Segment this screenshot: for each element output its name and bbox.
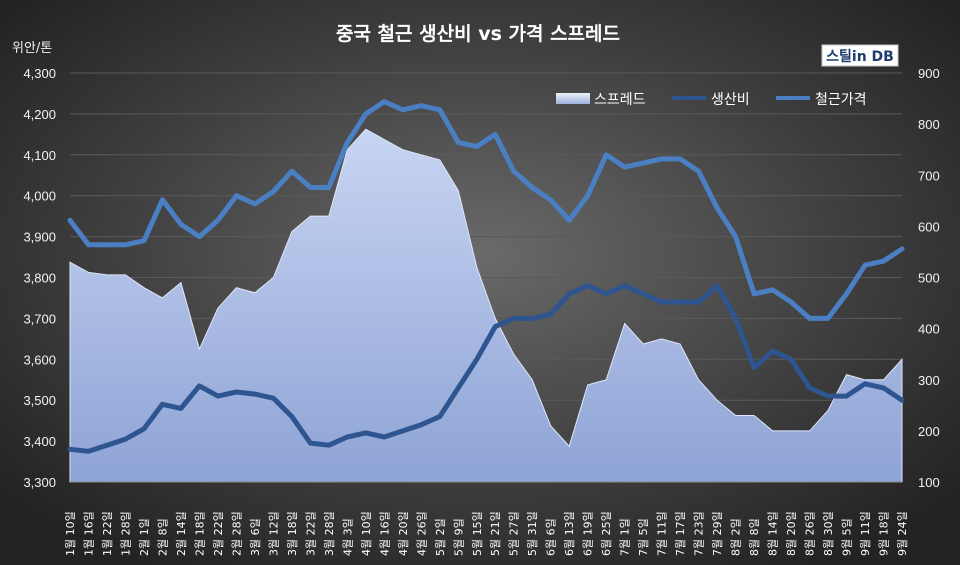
x-tick-label: 8월 20일 [784,511,798,556]
legend-swatch-spread [556,93,590,104]
line-series [67,99,905,454]
x-tick-label: 4월 16일 [377,511,391,556]
y-left-tick-label: 3,800 [23,271,56,286]
x-tick-label: 7월 29일 [710,511,724,556]
y-left-tick-label: 3,900 [23,230,56,245]
legend: 스프레드 생산비 철근가격 [556,92,867,108]
x-tick-label: 5월 9일 [451,518,465,556]
x-axis: 1월 10일 1월 16일 1월 22일 1월 28일 2월 1일 2월 8일 2월 14일… [63,481,909,556]
x-tick-label: 8월 2일 [729,518,743,556]
x-tick-label: 5월 27일 [507,511,521,556]
y-left-tick-label: 3,600 [23,352,56,367]
x-tick-label: 2월 28일 [229,511,243,556]
x-tick-label: 2월 8일 [155,518,169,556]
series-line-cost [67,283,905,454]
x-tick-label: 6월 6일 [544,518,558,556]
x-tick-label: 8월 26일 [803,511,817,556]
legend-label-cost: 생산비 [711,92,750,108]
x-tick-label: 9월 18일 [877,511,891,556]
y-left-unit: 위안/톤 [12,41,52,56]
x-tick-label: 6월 13일 [562,511,576,556]
x-tick-label: 8월 30일 [821,511,835,556]
y-left-tick-label: 4,200 [23,107,56,122]
x-tick-label: 8월 8일 [747,518,761,556]
spread-area [69,128,903,483]
y-left-tick-label: 4,000 [23,189,56,204]
y-right-tick-label: 600 [918,219,940,234]
x-tick-label: 1월 22일 [100,511,114,556]
x-tick-label: 1월 16일 [81,511,95,556]
x-tick-label: 6월 25일 [599,511,613,556]
x-tick-label: 1월 28일 [118,511,132,556]
y-left-axis: 3,300 3,400 3,500 3,600 3,700 3,800 3,900 4,000… [23,66,56,490]
x-tick-label: 7월 23일 [692,511,706,556]
x-tick-label: 9월 11일 [858,511,872,556]
x-tick-label: 2월 18일 [192,511,206,556]
x-tick-label: 3월 18일 [285,511,299,556]
x-tick-label: 7월 17일 [673,511,687,556]
y-right-tick-label: 300 [918,373,940,388]
logo: 스틸in DB [821,44,899,67]
x-tick-label: 4월 3일 [340,518,354,556]
y-right-tick-label: 100 [918,475,940,490]
x-tick-label: 4월 10일 [359,511,373,556]
y-right-tick-label: 700 [918,168,940,183]
y-left-tick-label: 3,300 [23,475,56,490]
x-tick-label: 5월 15일 [470,511,484,556]
chart-title: 중국 철근 생산비 vs 가격 스프레드 [336,23,620,45]
y-right-tick-label: 900 [918,66,940,81]
x-tick-label: 3월 22일 [303,511,317,556]
x-tick-label: 3월 6일 [248,518,262,556]
y-left-tick-label: 4,300 [23,66,56,81]
x-tick-label: 5월 21일 [488,511,502,556]
x-tick-label: 6월 19일 [581,511,595,556]
x-tick-label: 2월 14일 [174,511,188,556]
y-left-tick-label: 3,400 [23,434,56,449]
x-tick-label: 8월 14일 [766,511,780,556]
x-tick-label: 7월 11일 [655,511,669,556]
x-tick-label: 1월 10일 [63,511,77,556]
y-right-axis: 100 200 300 400 500 600 700 800 900 [918,66,940,490]
series-area-spread [69,128,903,483]
x-tick-label: 7월 5일 [636,518,650,556]
logo-text: 스틸in DB [826,49,894,65]
legend-label-spread: 스프레드 [594,92,646,108]
x-tick-label: 9월 5일 [840,518,854,556]
x-tick-label: 5월 2일 [433,518,447,556]
x-tick-label: 3월 12일 [266,511,280,556]
series-line-price [67,99,905,321]
y-right-tick-label: 500 [918,271,940,286]
x-tick-label: 4월 20일 [396,511,410,556]
legend-label-price: 철근가격 [815,92,867,108]
x-tick-label: 9월 24일 [895,511,909,556]
y-right-tick-label: 800 [918,117,940,132]
y-left-tick-label: 3,500 [23,393,56,408]
y-left-tick-label: 4,100 [23,148,56,163]
x-tick-label: 5월 31일 [525,511,539,556]
y-right-tick-label: 200 [918,424,940,439]
x-tick-label: 4월 26일 [414,511,428,556]
x-tick-label: 2월 1일 [137,518,151,556]
x-tick-label: 2월 22일 [211,511,225,556]
y-right-tick-label: 400 [918,322,940,337]
y-left-tick-label: 3,700 [23,311,56,326]
x-tick-label: 7월 1일 [618,518,632,556]
x-tick-label: 3월 28일 [322,511,336,556]
